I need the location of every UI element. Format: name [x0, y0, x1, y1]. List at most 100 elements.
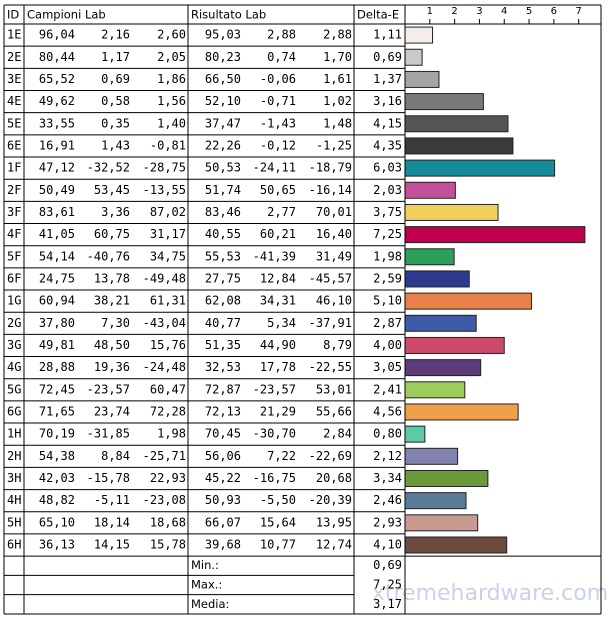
- lab-value: -22,55: [309, 360, 352, 374]
- x-tick-label: 4: [501, 6, 507, 17]
- lab-value: -5,11: [94, 493, 130, 507]
- bar: [404, 492, 467, 510]
- lab-value: 32,53: [205, 360, 241, 374]
- lab-value: -30,70: [253, 427, 296, 441]
- lab-value: 41,05: [39, 227, 75, 241]
- lab-value: 80,44: [39, 50, 75, 64]
- lab-value: -23,08: [143, 493, 186, 507]
- lab-value: 1,48: [323, 116, 352, 130]
- lab-value: -18,79: [309, 161, 352, 175]
- lab-value: -16,14: [309, 183, 352, 197]
- lab-value: -49,48: [143, 271, 186, 285]
- x-tick-label: 6: [551, 6, 557, 17]
- lab-value: 60,75: [94, 227, 130, 241]
- lab-value: 2,84: [323, 427, 352, 441]
- bar: [404, 536, 508, 554]
- bar: [404, 292, 533, 310]
- lab-value: 17,78: [260, 360, 296, 374]
- lab-value: 22,26: [205, 138, 241, 152]
- x-tick-label: 1: [427, 6, 433, 17]
- lab-value: 70,45: [205, 427, 241, 441]
- lab-value: -20,39: [309, 493, 352, 507]
- delta-e: 3,34: [373, 471, 402, 485]
- delta-e: 4,56: [373, 404, 402, 418]
- row-id: 4F: [7, 227, 21, 241]
- lab-value: 1,61: [323, 72, 352, 86]
- lab-value: -23,57: [253, 382, 296, 396]
- bar: [404, 26, 434, 44]
- row-id: 3F: [7, 205, 21, 219]
- delta-e: 3,05: [373, 360, 402, 374]
- lab-value: 1,70: [323, 50, 352, 64]
- lab-value: 14,15: [94, 537, 130, 551]
- lab-value: 37,80: [39, 316, 75, 330]
- lab-value: 2,77: [267, 205, 296, 219]
- lab-value: 16,91: [39, 138, 75, 152]
- lab-value: -0,06: [260, 72, 296, 86]
- lab-value: 80,23: [205, 50, 241, 64]
- lab-value: 37,47: [205, 116, 241, 130]
- lab-value: 61,31: [150, 294, 186, 308]
- row-id: 2G: [7, 316, 21, 330]
- delta-e: 2,03: [373, 183, 402, 197]
- lab-value: 53,01: [316, 382, 352, 396]
- delta-e: 5,10: [373, 294, 402, 308]
- row-id: 1E: [7, 28, 21, 42]
- bar: [404, 447, 459, 465]
- lab-value: 55,66: [316, 404, 352, 418]
- lab-value: 49,62: [39, 94, 75, 108]
- delta-e: 4,10: [373, 537, 402, 551]
- lab-value: 72,28: [150, 404, 186, 418]
- lab-value: -0,12: [260, 138, 296, 152]
- lab-value: -22,69: [309, 449, 352, 463]
- lab-value: -16,75: [253, 471, 296, 485]
- bar: [404, 203, 499, 221]
- delta-e: 3,16: [373, 94, 402, 108]
- watermark: xtremehardware.com: [372, 581, 608, 606]
- row-id: 6G: [7, 404, 21, 418]
- lab-value: 83,61: [39, 205, 75, 219]
- bar: [404, 226, 586, 244]
- summary-label: Min.:: [191, 558, 219, 572]
- lab-value: 50,49: [39, 183, 75, 197]
- bar: [404, 270, 470, 288]
- lab-value: 54,38: [39, 449, 75, 463]
- bar: [404, 381, 466, 399]
- lab-value: 7,30: [101, 316, 130, 330]
- lab-value: 42,03: [39, 471, 75, 485]
- delta-e: 0,69: [373, 50, 402, 64]
- lab-value: 12,84: [260, 271, 296, 285]
- lab-value: -5,50: [260, 493, 296, 507]
- lab-value: -37,91: [309, 316, 352, 330]
- summary-value: 0,69: [373, 558, 402, 572]
- lab-value: 10,77: [260, 537, 296, 551]
- delta-e: 2,87: [373, 316, 402, 330]
- row-id: 3G: [7, 338, 21, 352]
- lab-value: 62,08: [205, 294, 241, 308]
- delta-e: 2,59: [373, 271, 402, 285]
- lab-value: -1,25: [316, 138, 352, 152]
- row-id: 6E: [7, 138, 21, 152]
- lab-value: 47,12: [39, 161, 75, 175]
- lab-value: 52,10: [205, 94, 241, 108]
- lab-value: 46,10: [316, 294, 352, 308]
- lab-value: 33,55: [39, 116, 75, 130]
- header: ID: [7, 8, 19, 22]
- delta-e: 2,93: [373, 515, 402, 529]
- lab-value: 27,75: [205, 271, 241, 285]
- lab-value: 19,36: [94, 360, 130, 374]
- lab-value: 2,88: [323, 28, 352, 42]
- bar: [404, 359, 482, 377]
- lab-value: 12,74: [316, 537, 352, 551]
- row-id: 2E: [7, 50, 21, 64]
- lab-value: 34,31: [260, 294, 296, 308]
- lab-value: 70,01: [316, 205, 352, 219]
- bar: [404, 248, 455, 266]
- delta-e: 2,12: [373, 449, 402, 463]
- lab-value: 48,50: [94, 338, 130, 352]
- bar: [404, 514, 479, 532]
- lab-value: 66,50: [205, 72, 241, 86]
- summary-label: Max.:: [191, 578, 222, 592]
- row-id: 3H: [7, 471, 21, 485]
